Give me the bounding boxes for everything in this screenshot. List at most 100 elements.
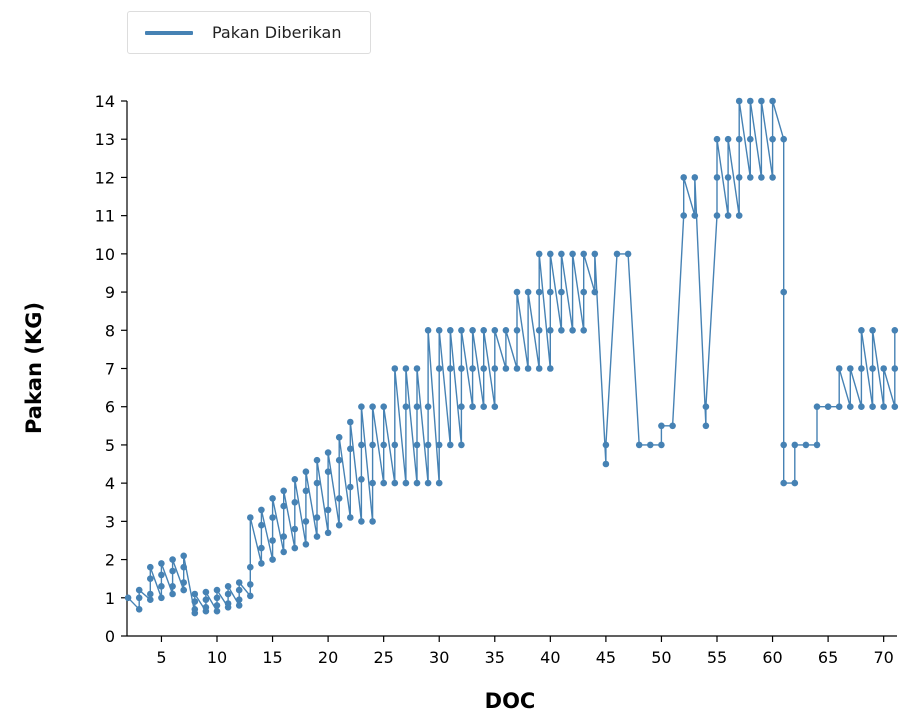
data-point: [769, 97, 776, 105]
y-axis-title: Pakan (KG): [22, 301, 46, 435]
data-point: [824, 403, 832, 411]
data-point: [402, 365, 410, 372]
y-tick-label: 7: [105, 360, 115, 379]
data-point: [258, 560, 265, 567]
data-point: [302, 487, 310, 495]
data-point: [769, 135, 776, 143]
data-point: [769, 174, 776, 181]
data-point: [891, 365, 899, 372]
data-point: [169, 556, 176, 563]
data-point: [747, 97, 754, 105]
data-point: [835, 403, 843, 411]
data-point: [435, 479, 443, 487]
data-point: [880, 365, 887, 372]
data-point: [380, 403, 388, 411]
data-point: [213, 594, 221, 602]
data-point: [658, 441, 665, 449]
data-point: [213, 586, 221, 594]
series-pakan-diberikan: [124, 97, 899, 617]
data-point: [569, 250, 576, 258]
data-point: [224, 600, 232, 607]
data-point: [313, 479, 321, 487]
data-point: [235, 596, 243, 603]
y-tick-label: 12: [95, 168, 115, 187]
data-point: [158, 583, 165, 590]
data-point: [269, 495, 276, 502]
data-point: [458, 441, 465, 449]
data-point: [347, 445, 354, 453]
data-point: [580, 288, 587, 296]
x-tick-label: 35: [485, 648, 505, 667]
data-point: [435, 441, 443, 449]
data-point: [391, 365, 399, 372]
data-point: [635, 441, 643, 449]
data-point: [569, 327, 576, 334]
data-point: [613, 250, 621, 258]
data-point: [291, 476, 299, 483]
data-point: [380, 479, 388, 487]
data-point: [491, 365, 499, 372]
data-point: [858, 365, 865, 372]
data-point: [135, 586, 143, 594]
x-ticks: 5 10 15 20 25 30 35 40 45 50 55 60 65 70: [156, 636, 894, 667]
data-point: [724, 212, 732, 219]
data-point: [258, 521, 265, 529]
data-point: [491, 403, 499, 411]
data-point: [291, 544, 299, 552]
data-point: [502, 327, 510, 334]
data-point: [402, 403, 410, 411]
data-point: [758, 174, 765, 181]
data-point: [269, 537, 276, 544]
data-point: [180, 579, 187, 586]
y-tick-label: 1: [105, 589, 115, 608]
data-point: [847, 403, 854, 411]
data-point: [869, 365, 876, 372]
data-point: [313, 456, 321, 464]
data-point: [602, 441, 610, 449]
data-point: [324, 529, 332, 537]
x-tick-label: 10: [207, 648, 227, 667]
data-point: [369, 479, 376, 487]
data-point: [224, 583, 232, 590]
data-point: [713, 174, 721, 181]
data-point: [135, 594, 143, 602]
data-point: [247, 563, 254, 571]
data-point: [869, 403, 876, 411]
y-tick-label: 9: [105, 283, 115, 302]
data-point: [269, 556, 276, 563]
data-point: [280, 487, 288, 495]
data-point: [624, 250, 632, 258]
data-point: [158, 571, 165, 579]
data-point: [391, 479, 399, 487]
data-point: [702, 403, 710, 411]
axes: [126, 101, 897, 637]
data-point: [680, 212, 687, 219]
data-point: [458, 365, 465, 372]
data-point: [291, 499, 299, 506]
data-point: [447, 441, 454, 449]
data-point: [380, 441, 388, 449]
data-point: [369, 441, 376, 449]
data-point: [191, 590, 199, 598]
data-point: [480, 365, 488, 372]
data-point: [669, 422, 676, 430]
data-point: [558, 288, 565, 296]
data-point: [369, 518, 376, 525]
data-point: [558, 327, 565, 334]
data-point: [702, 422, 710, 430]
data-point: [402, 479, 410, 487]
x-tick-label: 20: [318, 648, 338, 667]
x-tick-label: 15: [262, 648, 282, 667]
data-point: [302, 468, 310, 476]
data-point: [780, 479, 787, 487]
legend-swatch: [145, 31, 193, 35]
data-point: [147, 575, 154, 582]
data-point: [713, 135, 721, 143]
data-point: [424, 479, 432, 487]
data-point: [369, 403, 376, 411]
data-point: [891, 327, 899, 334]
data-point: [513, 365, 521, 372]
data-point: [724, 174, 732, 181]
data-point: [169, 583, 176, 590]
